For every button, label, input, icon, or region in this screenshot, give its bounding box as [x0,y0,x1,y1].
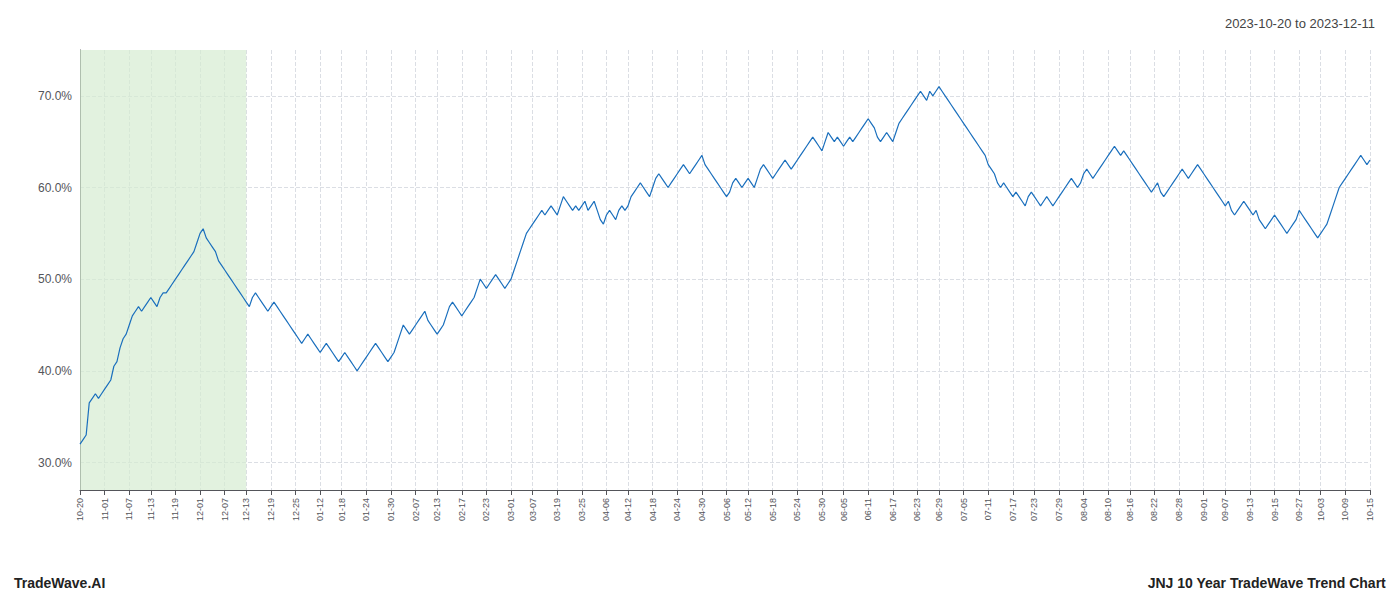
svg-text:2023-10-20 to 2023-12-11: 2023-10-20 to 2023-12-11 [1225,16,1375,31]
svg-text:04-24: 04-24 [672,498,682,521]
svg-text:40.0%: 40.0% [38,364,72,378]
svg-text:07-11: 07-11 [983,498,993,520]
svg-text:03-19: 03-19 [552,498,562,521]
svg-text:10-20: 10-20 [75,498,85,521]
svg-text:04-06: 04-06 [601,498,611,521]
svg-text:70.0%: 70.0% [38,89,72,103]
svg-text:07-05: 07-05 [959,498,969,521]
svg-text:07-29: 07-29 [1054,498,1064,521]
svg-text:01-30: 01-30 [386,498,396,521]
svg-text:08-10: 08-10 [1103,498,1113,521]
svg-text:03-07: 03-07 [528,498,538,521]
svg-text:07-17: 07-17 [1008,498,1018,521]
svg-text:09-27: 09-27 [1294,498,1304,521]
svg-text:12-01: 12-01 [195,498,205,521]
svg-text:05-24: 05-24 [792,498,802,521]
svg-text:02-07: 02-07 [411,498,421,521]
svg-text:12-19: 12-19 [266,498,276,521]
svg-text:04-30: 04-30 [697,498,707,521]
svg-text:60.0%: 60.0% [38,181,72,195]
svg-text:02-23: 02-23 [481,498,491,521]
svg-text:TradeWave.AI: TradeWave.AI [14,575,105,591]
svg-text:12-25: 12-25 [291,498,301,521]
svg-text:12-13: 12-13 [241,498,251,521]
svg-text:01-18: 01-18 [337,498,347,521]
svg-text:05-30: 05-30 [817,498,827,521]
svg-text:04-18: 04-18 [648,498,658,521]
svg-text:05-06: 05-06 [722,498,732,521]
svg-text:11-01: 11-01 [100,498,110,520]
svg-text:10-03: 10-03 [1316,498,1326,521]
svg-text:09-01: 09-01 [1199,498,1209,521]
svg-text:06-11: 06-11 [863,498,873,520]
svg-text:08-28: 08-28 [1174,498,1184,521]
svg-text:10-15: 10-15 [1365,498,1375,521]
svg-text:09-07: 09-07 [1220,498,1230,521]
svg-text:11-07: 11-07 [124,498,134,520]
svg-text:03-01: 03-01 [506,498,516,521]
svg-text:05-18: 05-18 [768,498,778,521]
svg-text:08-22: 08-22 [1149,498,1159,521]
svg-text:03-25: 03-25 [577,498,587,521]
svg-text:10-09: 10-09 [1340,498,1350,521]
svg-text:JNJ 10 Year TradeWave Trend Ch: JNJ 10 Year TradeWave Trend Chart [1148,575,1386,591]
svg-text:04-12: 04-12 [623,498,633,521]
svg-text:09-13: 09-13 [1245,498,1255,521]
svg-text:05-12: 05-12 [743,498,753,521]
svg-text:01-24: 01-24 [361,498,371,521]
svg-text:08-16: 08-16 [1125,498,1135,521]
svg-text:30.0%: 30.0% [38,456,72,470]
svg-text:11-13: 11-13 [146,498,156,520]
svg-text:06-29: 06-29 [934,498,944,521]
svg-text:50.0%: 50.0% [38,272,72,286]
svg-text:12-07: 12-07 [220,498,230,521]
svg-text:02-13: 02-13 [432,498,442,521]
svg-text:11-19: 11-19 [170,498,180,520]
svg-text:08-04: 08-04 [1079,498,1089,521]
svg-text:06-05: 06-05 [839,498,849,521]
svg-text:06-17: 06-17 [888,498,898,521]
svg-text:02-17: 02-17 [457,498,467,521]
svg-text:07-23: 07-23 [1029,498,1039,521]
svg-text:09-15: 09-15 [1270,498,1280,521]
svg-text:06-23: 06-23 [912,498,922,521]
svg-text:01-12: 01-12 [315,498,325,521]
